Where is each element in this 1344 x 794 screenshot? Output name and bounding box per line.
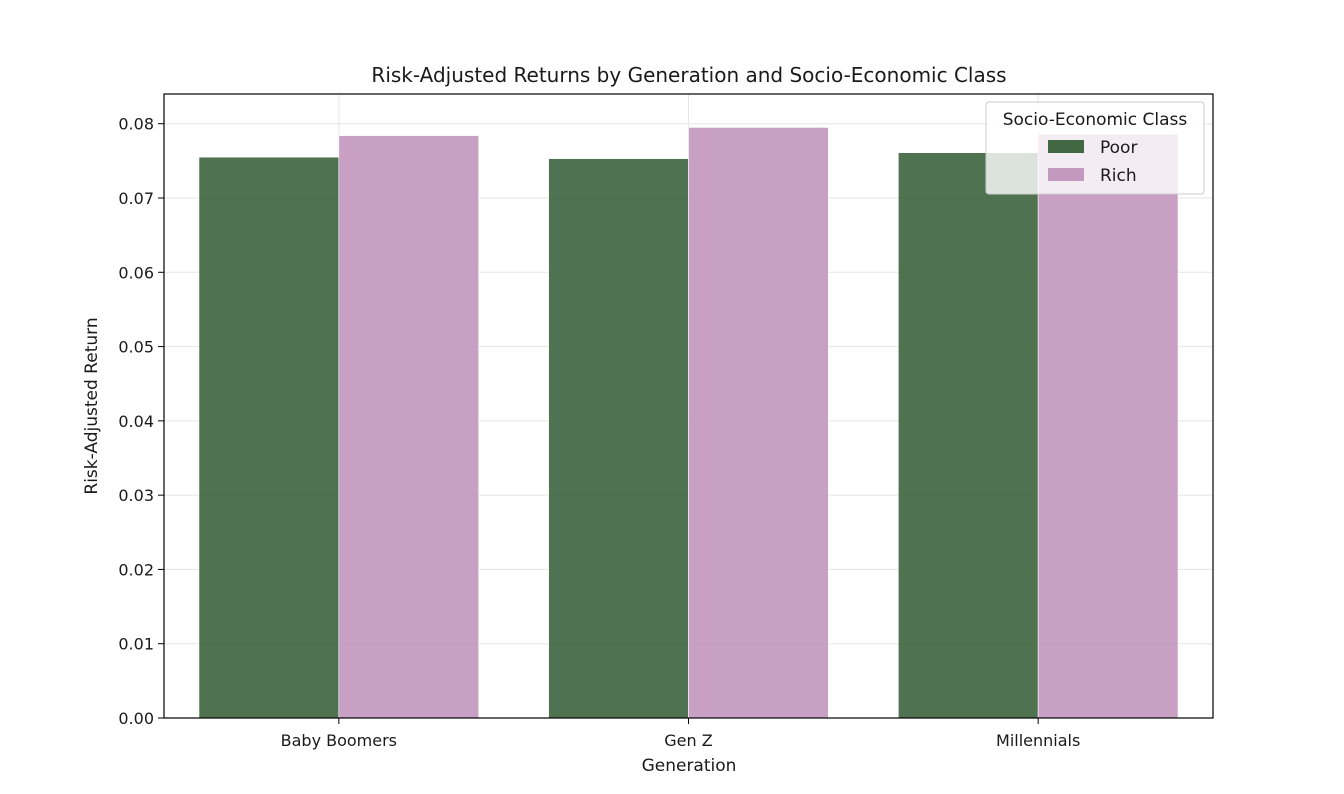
y-tick-label: 0.08 bbox=[118, 115, 154, 134]
legend-label-rich: Rich bbox=[1100, 166, 1137, 186]
legend-title: Socio-Economic Class bbox=[1003, 110, 1188, 130]
y-axis-label: Risk-Adjusted Return bbox=[82, 317, 102, 494]
y-tick-label: 0.03 bbox=[118, 486, 154, 505]
x-tick-label: Baby Boomers bbox=[281, 731, 397, 750]
x-axis-label: Generation bbox=[642, 756, 737, 776]
bar-rich-baby-boomers bbox=[338, 135, 480, 719]
y-tick-label: 0.07 bbox=[118, 189, 154, 208]
y-axis-ticks: 0.00 0.01 0.02 0.03 0.04 0.05 0.06 0.07 0.08 bbox=[118, 115, 164, 728]
bar-poor-millennials bbox=[897, 152, 1039, 719]
legend: Socio-Economic Class Poor Rich bbox=[985, 101, 1205, 195]
y-tick-label: 0.01 bbox=[118, 635, 154, 654]
x-axis-ticks: Baby Boomers Gen Z Millennials bbox=[281, 718, 1080, 750]
bars-group bbox=[198, 127, 1179, 719]
x-tick-label: Millennials bbox=[996, 731, 1080, 750]
bar-poor-gen-z bbox=[548, 158, 689, 719]
y-tick-label: 0.04 bbox=[118, 412, 154, 431]
y-tick-label: 0.05 bbox=[118, 338, 154, 357]
legend-swatch-rich bbox=[1048, 168, 1084, 181]
y-tick-label: 0.00 bbox=[118, 709, 154, 728]
legend-box bbox=[985, 101, 1205, 195]
y-tick-label: 0.02 bbox=[118, 560, 154, 579]
bar-rich-millennials bbox=[1037, 133, 1179, 719]
x-tick-label: Gen Z bbox=[664, 731, 712, 750]
legend-label-poor: Poor bbox=[1100, 138, 1137, 158]
bar-poor-baby-boomers bbox=[198, 156, 340, 719]
legend-swatch-poor bbox=[1048, 140, 1084, 153]
bar-rich-gen-z bbox=[688, 127, 829, 719]
y-tick-label: 0.06 bbox=[118, 263, 154, 282]
chart-title: Risk-Adjusted Returns by Generation and … bbox=[371, 63, 1006, 87]
